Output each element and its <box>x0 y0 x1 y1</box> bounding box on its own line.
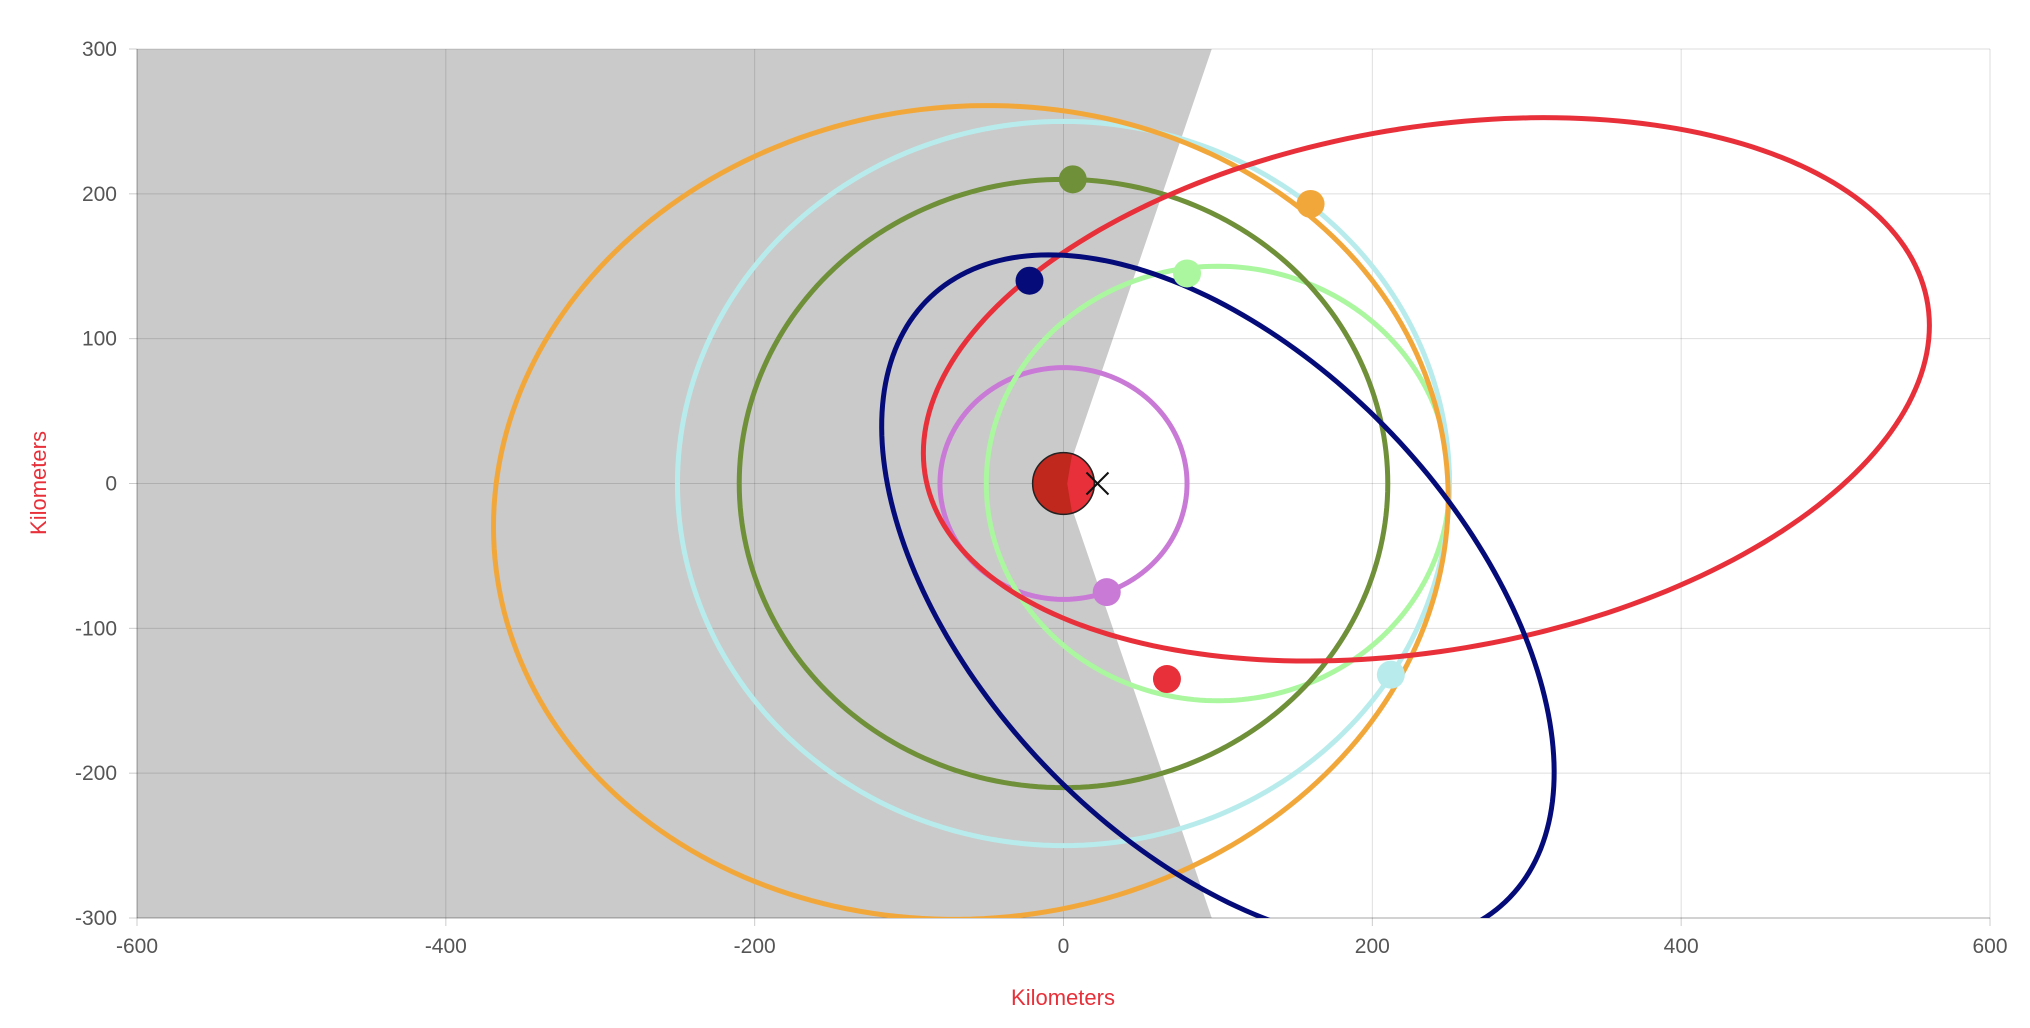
y-tick-label: 300 <box>82 38 117 61</box>
shadow-region <box>137 49 1212 918</box>
orbit-path-3 <box>736 176 1391 791</box>
x-marker-stroke-b <box>1085 471 1110 496</box>
orbiting-body-6 <box>1152 665 1181 694</box>
orbiting-body-5 <box>1296 189 1325 218</box>
central-body-lit-side <box>1067 454 1094 513</box>
x-tick-label: 200 <box>1355 935 1390 958</box>
y-tick-label: -100 <box>75 617 117 640</box>
orbiting-body-2 <box>1173 259 1202 288</box>
orbiting-body-1 <box>1092 578 1121 607</box>
orbiting-body-4 <box>1376 660 1405 689</box>
y-axis-title: Kilometers <box>26 431 51 535</box>
y-tick-label: 100 <box>82 328 117 351</box>
orbiting-body-7 <box>1015 266 1044 295</box>
x-tick-label: -200 <box>734 935 776 958</box>
orbit-path-6 <box>920 115 1932 664</box>
orbit-path-7 <box>879 252 1557 918</box>
orbiting-body-3 <box>1058 165 1087 194</box>
orbit-path-2 <box>983 263 1453 704</box>
y-tick-label: -200 <box>75 762 117 785</box>
x-tick-label: 0 <box>1058 935 1070 958</box>
y-tick-label: 0 <box>105 473 117 496</box>
x-tick-label: -600 <box>116 935 158 958</box>
tick-labels: -600 -400 -200 0 200 400 600 -300 -200 -100 0 100 20… <box>75 38 2008 958</box>
orbiting-bodies <box>1015 165 1405 694</box>
x-tick-label: 600 <box>1972 935 2007 958</box>
y-tick-label: -300 <box>75 907 117 930</box>
orbits <box>490 103 1932 918</box>
x-axis-title: Kilometers <box>1011 985 1115 1010</box>
orbit-path-1 <box>937 365 1190 602</box>
x-tick-label: 400 <box>1664 935 1699 958</box>
central-body-group <box>1031 451 1110 516</box>
x-tick-label: -400 <box>425 935 467 958</box>
y-tick-label: 200 <box>82 183 117 206</box>
orbit-path-4 <box>674 118 1453 849</box>
orbit-path-5 <box>490 103 1451 918</box>
central-body-outline <box>1031 451 1096 516</box>
shadow-polygon <box>137 49 1212 918</box>
grid <box>129 48 1991 926</box>
